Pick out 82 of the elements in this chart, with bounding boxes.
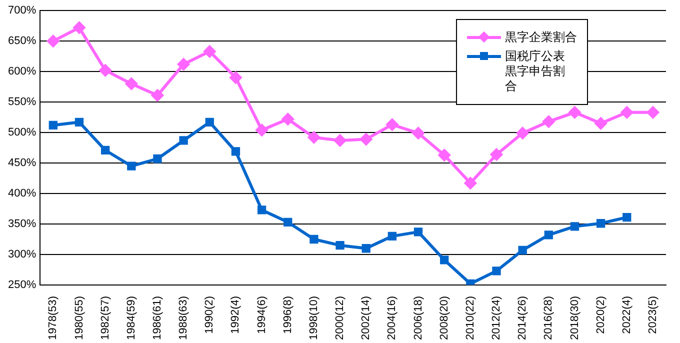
y-tick-label: 650% [8,35,36,48]
x-tick-label: 1988(63) [178,296,190,340]
point [360,133,372,146]
legend-label: 黒字企業割合 [505,30,577,45]
y-tick-label: 450% [8,157,36,170]
point [336,241,344,250]
x-tick-label: 1980(55) [73,296,86,340]
x-tick-label: 1992(4) [230,296,242,334]
point [127,162,136,170]
y-tick-label: 550% [8,96,36,108]
x-tick-label: 2006(18) [412,296,424,340]
point [438,149,450,162]
y-tick-label: 300% [8,248,36,261]
point [101,146,110,155]
y-tick-label: 500% [8,126,36,139]
x-tick-label: 2012(24) [490,296,503,340]
point [622,212,632,222]
point [570,222,580,231]
point [179,136,188,145]
x-tick-label: 2022(4) [620,296,633,334]
x-tick-label: 2016(28) [542,296,555,340]
x-tick-label: 2010(22) [464,296,476,340]
point [125,78,138,90]
point [178,58,190,70]
point [230,72,242,84]
point [308,131,320,144]
x-tick-label: 2023(5) [646,296,659,334]
y-tick-label: 250% [8,279,36,291]
y-tick-label: 700% [8,4,36,17]
x-tick-label: 1982(57) [99,296,112,340]
y-tick-label: 400% [8,188,36,200]
y-tick-label: 350% [8,218,36,230]
point [151,89,164,102]
point [542,116,555,128]
point [412,127,424,140]
point [99,64,112,76]
point [518,246,527,255]
x-tick-label: 1998(10) [308,296,320,340]
point [362,244,370,253]
x-tick-label: 1986(61) [152,296,164,340]
point [516,127,529,140]
point [414,228,423,236]
x-tick-label: 2002(14) [360,296,372,340]
x-tick-label: 2008(20) [438,296,450,340]
point [256,124,268,136]
point [153,154,162,164]
point [440,256,449,264]
point [284,218,292,226]
x-tick-label: 2020(2) [594,296,607,334]
point [310,234,318,244]
point [568,106,581,118]
point [47,35,60,48]
x-tick-label: 2000(12) [334,296,346,340]
point [334,134,346,146]
point [646,106,659,118]
point [388,232,397,241]
point [544,230,553,240]
point [282,113,294,126]
x-tick-label: 1984(59) [125,296,138,340]
x-tick-label: 1978(53) [47,296,60,340]
point [594,117,607,130]
point [596,219,606,228]
legend-label: 国税庁公表黒字申告割合 [505,48,565,94]
point [464,177,476,190]
point [490,148,502,160]
point [620,106,633,118]
point [205,118,214,127]
point [73,22,86,34]
point [386,118,398,131]
x-tick-label: 2014(26) [516,296,529,340]
point [48,120,58,130]
x-tick-label: 2018(30) [568,296,581,340]
point [74,118,84,127]
x-tick-label: 2004(16) [386,296,398,340]
point [231,147,240,156]
point [257,206,266,214]
x-tick-label: 1990(2) [204,296,216,334]
x-tick-label: 1994(6) [256,296,268,334]
y-tick-label: 600% [8,66,36,78]
x-tick-label: 1996(8) [282,296,294,334]
point [204,45,216,58]
point [492,266,501,276]
